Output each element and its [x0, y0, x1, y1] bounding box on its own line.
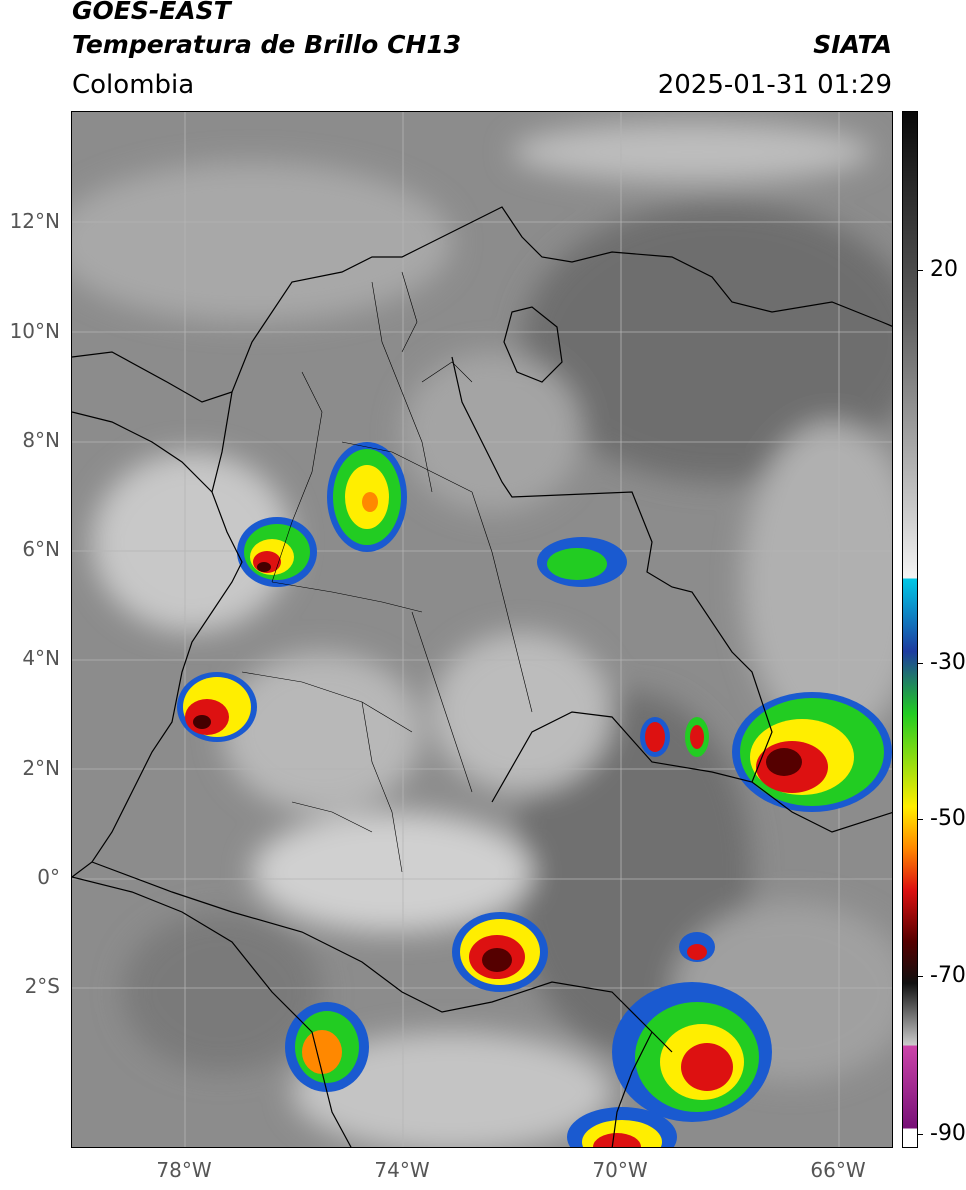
colorbar-gradient [903, 112, 917, 1147]
lat-label-8n: 8°N [22, 428, 60, 452]
venezuela-brazil-border [491, 711, 892, 833]
storm-cell-choco [237, 517, 317, 587]
storm-cell-putumayo [285, 1002, 369, 1092]
lat-label-0: 0° [37, 865, 60, 889]
storm-cell-pacific [177, 672, 257, 742]
storm-cell-southeast [679, 932, 715, 962]
lat-label-6n: 6°N [22, 537, 60, 561]
boundaries [72, 206, 892, 1147]
lat-label-4n: 4°N [22, 646, 60, 670]
colombia-south-border [91, 861, 673, 1053]
storm-cell-amazon-south [612, 982, 772, 1122]
lake-maracaibo [503, 306, 563, 383]
colorbar-label-minus50: -50 [930, 806, 966, 831]
organization-label: SIATA [813, 30, 892, 59]
colorbar-tick-20 [917, 270, 923, 271]
storm-cell-amazon-west [452, 912, 548, 992]
colorbar-tick-minus30 [917, 663, 923, 664]
datetime-label: 2025-01-31 01:29 [657, 70, 892, 100]
lon-label-74w: 74°W [374, 1158, 430, 1182]
lon-label-78w: 78°W [156, 1158, 212, 1182]
storm-cell-east-small [640, 717, 709, 757]
satellite-title: GOES-EAST [72, 0, 231, 25]
panama-border [72, 411, 213, 493]
storm-cell-vichada [537, 537, 627, 587]
colorbar-label-20: 20 [930, 257, 958, 282]
pacific-coast [72, 391, 243, 878]
colorbar-label-minus90: -90 [930, 1121, 966, 1146]
region-label: Colombia [72, 70, 195, 100]
satellite-map[interactable] [71, 111, 893, 1148]
colorbar-tick-minus70 [917, 976, 923, 977]
colorbar-label-minus30: -30 [930, 650, 966, 675]
brazil-peru-border [611, 1031, 653, 1147]
colorbar-label-minus70: -70 [930, 963, 966, 988]
lat-label-12n: 12°N [9, 209, 60, 233]
colombia-east-border [451, 356, 773, 783]
colorbar [902, 111, 918, 1148]
departments [241, 271, 533, 873]
lon-label-66w: 66°W [810, 1158, 866, 1182]
colorbar-tick-minus90 [917, 1134, 923, 1135]
storm-cell-antioquia [327, 442, 407, 552]
gray-cloud-texture [72, 122, 892, 1147]
product-title: Temperatura de Brillo CH13 [72, 30, 462, 59]
storm-cell-east [732, 692, 892, 812]
lon-label-70w: 70°W [592, 1158, 648, 1182]
lat-label-10n: 10°N [9, 319, 60, 343]
ecuador-border [72, 876, 352, 1147]
lat-label-2n: 2°N [22, 756, 60, 780]
convective-storms [177, 442, 892, 1147]
caribbean-coast [72, 206, 892, 403]
storm-cell-south-edge [567, 1107, 677, 1147]
colorbar-tick-minus50 [917, 819, 923, 820]
lat-label-2s: 2°S [24, 974, 60, 998]
